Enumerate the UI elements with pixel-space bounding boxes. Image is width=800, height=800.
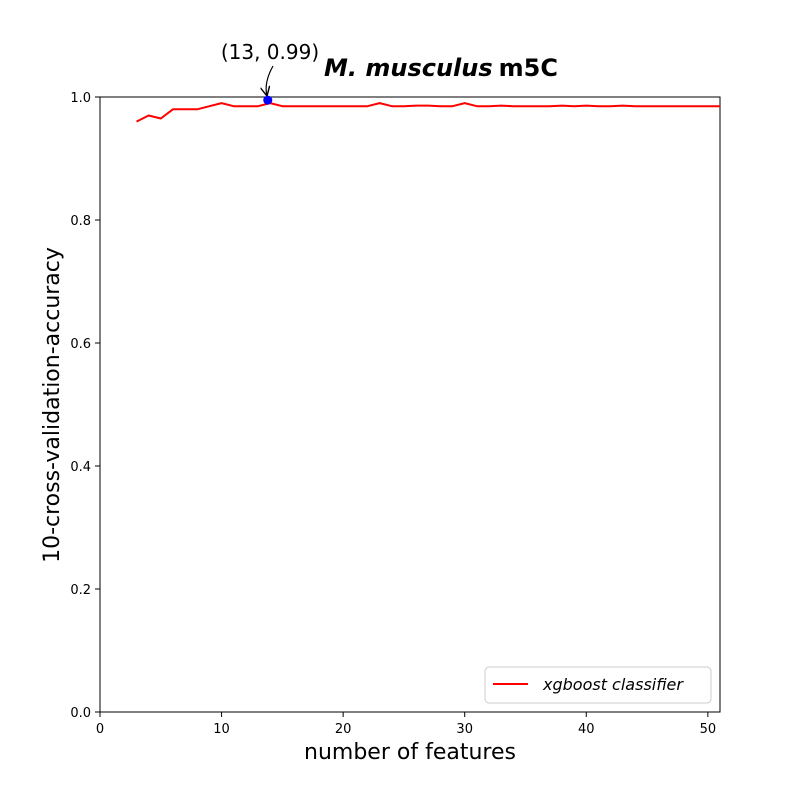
highlight-point [263,95,273,105]
highlight-annotation-label: (13, 0.99) [221,40,319,64]
x-tick-label: 10 [213,722,230,737]
legend-box [484,666,712,704]
x-tick-label: 50 [700,722,717,737]
chart-title: M. musculus m5C [324,54,558,82]
plot-area [99,96,721,713]
highlight-arrow [266,65,274,95]
series-layer [136,65,720,123]
y-tick-label: 0.4 [70,460,91,475]
y-tick-label: 0.8 [70,214,91,229]
series-line-xgboost [136,102,720,123]
y-tick-label: 0.6 [70,337,91,352]
x-tick-label: 40 [578,722,595,737]
y-axis-label: 10-cross-validation-accuracy [40,247,65,563]
legend: xgboost classifier [484,666,712,704]
x-tick-label: 20 [335,722,352,737]
legend-label-xgboost: xgboost classifier [542,675,684,694]
ticks-layer: 0 10 20 30 40 50 0.0 0.2 0.4 0.6 0.8 1.0 [70,91,716,737]
x-tick-label: 0 [96,722,104,737]
y-tick-label: 0.0 [70,706,91,721]
chart-title-italic: M. musculus [324,54,493,82]
y-tick-label: 1.0 [70,91,91,106]
x-tick-label: 30 [456,722,473,737]
y-tick-label: 0.2 [70,583,91,598]
plot-frame [99,96,721,713]
chart-title-normal: m5C [499,54,558,82]
x-axis-label: number of features [304,740,516,765]
